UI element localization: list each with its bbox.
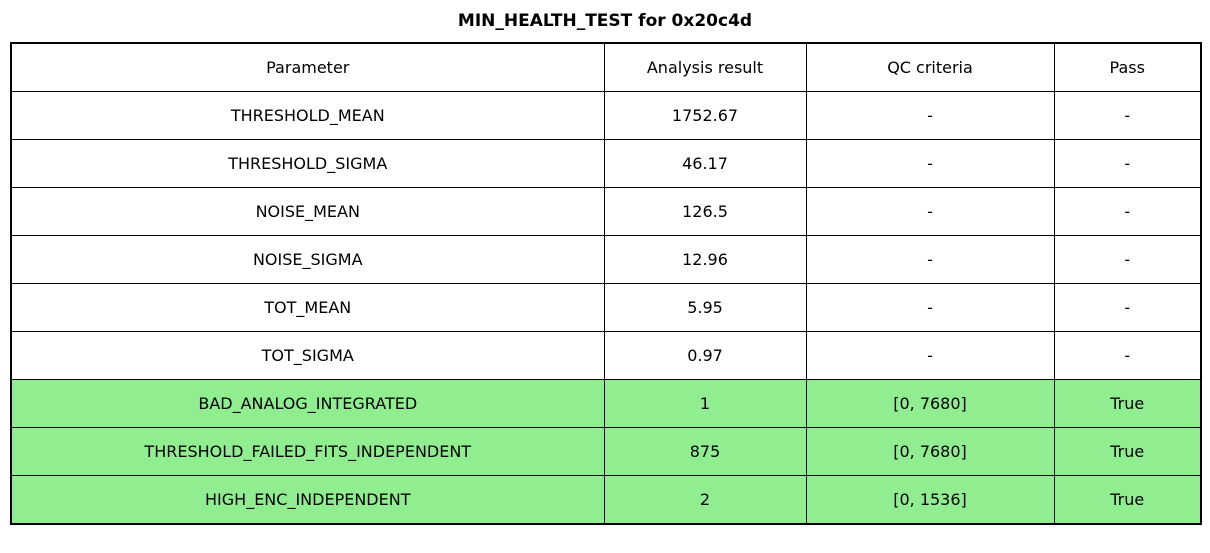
table-row: TOT_MEAN 5.95- - [10, 283, 1202, 332]
cell-parameter: BAD_ANALOG_INTEGRATED [10, 379, 605, 428]
cell-parameter: HIGH_ENC_INDEPENDENT [10, 475, 605, 525]
cell-qc-criteria: [0, 1536] [805, 475, 1055, 525]
cell-pass: - [1053, 187, 1202, 236]
cell-analysis-result: 2 [603, 475, 807, 525]
cell-pass: - [1053, 91, 1202, 140]
cell-analysis-result: 46.17 [603, 139, 807, 188]
cell-analysis-result: 126.5 [603, 187, 807, 236]
page-title: MIN_HEALTH_TEST for 0x20c4d [457, 11, 753, 31]
cell-parameter: THRESHOLD_FAILED_FITS_INDEPENDENT [10, 427, 605, 476]
table-row: THRESHOLD_MEAN 1752.67- - [10, 91, 1202, 140]
table-row: NOISE_SIGMA 12.96- - [10, 235, 1202, 284]
column-header-parameter: Parameter [10, 42, 605, 92]
cell-pass: - [1053, 235, 1202, 284]
cell-pass: - [1053, 139, 1202, 188]
cell-parameter: TOT_MEAN [10, 283, 605, 332]
table-row: THRESHOLD_FAILED_FITS_INDEPENDENT 875 [0, … [10, 427, 1202, 476]
cell-analysis-result: 5.95 [603, 283, 807, 332]
column-header-analysis-result: Analysis result [603, 42, 807, 92]
column-header-qc-criteria: QC criteria [805, 42, 1055, 92]
cell-analysis-result: 1752.67 [603, 91, 807, 140]
qc-report-figure: MIN_HEALTH_TEST for 0x20c4d Parameter An… [10, 0, 1202, 525]
cell-qc-criteria: [0, 7680] [805, 379, 1055, 428]
cell-parameter: THRESHOLD_MEAN [10, 91, 605, 140]
cell-pass: True [1053, 379, 1202, 428]
cell-parameter: NOISE_SIGMA [10, 235, 605, 284]
cell-analysis-result: 12.96 [603, 235, 807, 284]
cell-analysis-result: 0.97 [603, 331, 807, 380]
qc-results-table: Parameter Analysis result QC criteria Pa… [10, 42, 1202, 525]
table-row: BAD_ANALOG_INTEGRATED 1 [0, 7680] True [10, 379, 1202, 428]
table-row: NOISE_MEAN 126.5- - [10, 187, 1202, 236]
table-row: TOT_SIGMA 0.97- - [10, 331, 1202, 380]
cell-qc-criteria: - [805, 187, 1055, 236]
cell-pass: - [1053, 283, 1202, 332]
cell-qc-criteria: - [805, 331, 1055, 380]
column-header-pass: Pass [1053, 42, 1202, 92]
cell-parameter: TOT_SIGMA [10, 331, 605, 380]
cell-analysis-result: 875 [603, 427, 807, 476]
cell-parameter: NOISE_MEAN [10, 187, 605, 236]
cell-qc-criteria: - [805, 91, 1055, 140]
cell-pass: True [1053, 475, 1202, 525]
table-header-row: Parameter Analysis result QC criteria Pa… [10, 42, 1202, 92]
table-body: THRESHOLD_MEAN 1752.67- - THRESHOLD_SIGMA 46… [10, 91, 1202, 525]
cell-parameter: THRESHOLD_SIGMA [10, 139, 605, 188]
table-row: THRESHOLD_SIGMA 46.17- - [10, 139, 1202, 188]
table-row: HIGH_ENC_INDEPENDENT 2 [0, 1536] True [10, 475, 1202, 525]
cell-pass: True [1053, 427, 1202, 476]
cell-qc-criteria: [0, 7680] [805, 427, 1055, 476]
cell-qc-criteria: - [805, 235, 1055, 284]
cell-analysis-result: 1 [603, 379, 807, 428]
cell-pass: - [1053, 331, 1202, 380]
cell-qc-criteria: - [805, 139, 1055, 188]
cell-qc-criteria: - [805, 283, 1055, 332]
